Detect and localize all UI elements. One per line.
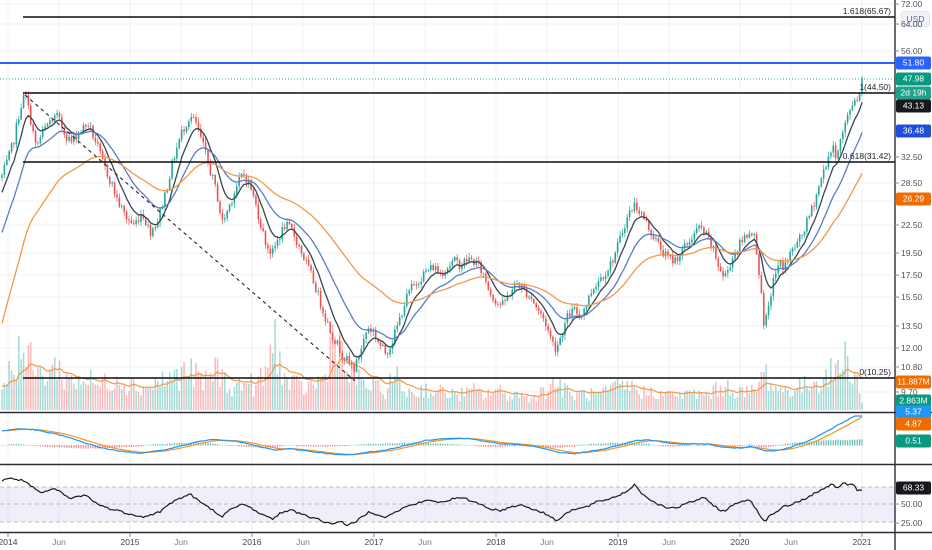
time-axis-label: Jun (296, 537, 310, 547)
price-axis-chip: 5.37 (896, 405, 931, 419)
price-tick-label: 64.00 (901, 19, 923, 29)
price-tick-label: 56.00 (901, 46, 923, 56)
time-axis-scale[interactable] (0, 533, 932, 550)
price-tick-label: 10.80 (901, 362, 923, 372)
price-axis-chip: 43.13 (896, 99, 931, 113)
price-axis-chip: 2d 19h (896, 86, 931, 100)
price-tick-label: 28.50 (901, 178, 923, 188)
price-tick-label: 12.00 (901, 343, 923, 353)
time-axis-label: 2017 (364, 537, 384, 547)
price-tick-label: 9.70 (901, 387, 918, 397)
price-pane[interactable] (0, 0, 895, 412)
macd-pane[interactable] (0, 414, 895, 463)
time-axis-label: Jun (174, 537, 188, 547)
time-axis-label: 2015 (120, 537, 140, 547)
rsi-tick-label: 50.00 (901, 499, 923, 509)
currency-toggle-button[interactable]: USD (901, 11, 930, 27)
fib-level-label: 0(10.25) (859, 367, 891, 377)
time-axis-label: Jun (662, 537, 676, 547)
price-axis-chip: 2.863M (896, 394, 931, 408)
price-axis-scale[interactable] (895, 0, 932, 533)
price-axis-chip: 51.80 (896, 56, 931, 70)
price-tick-label: 19.50 (901, 248, 923, 258)
fib-level-label: 1(44.50) (859, 82, 891, 92)
price-tick-label: 15.50 (901, 292, 923, 302)
price-axis-chip: 4.87 (896, 417, 931, 431)
rsi-pane[interactable] (0, 466, 895, 531)
price-axis-chip: 26.29 (896, 192, 931, 206)
price-axis-chip: 68.33 (896, 481, 931, 495)
time-axis-label: 2018 (486, 537, 506, 547)
rsi-tick-label: 25.00 (901, 518, 923, 528)
price-axis-chip: 11.887M (896, 375, 931, 389)
price-tick-label: 32.50 (901, 152, 923, 162)
price-axis-chip: 47.98 (896, 72, 931, 86)
price-tick-label: 17.50 (901, 270, 923, 280)
fib-level-label: 1.618(65.67) (842, 6, 891, 16)
fib-level-label: 0.618(31.42) (842, 151, 891, 161)
time-axis-label: 2021 (852, 537, 872, 547)
time-axis-label: Jun (784, 537, 798, 547)
time-axis-label: 2020 (730, 537, 750, 547)
time-axis-label: Jun (52, 537, 66, 547)
time-axis-label: 2016 (242, 537, 262, 547)
price-axis-chip: 0.51 (896, 434, 931, 448)
time-axis-label: 2014 (0, 537, 18, 547)
time-axis-label: Jun (540, 537, 554, 547)
time-axis-label: Jun (418, 537, 432, 547)
price-tick-label: 13.50 (901, 321, 923, 331)
price-tick-label: 22.50 (901, 220, 923, 230)
price-tick-label: 72.00 (901, 0, 923, 9)
price-axis-chip: 36.48 (896, 124, 931, 138)
time-axis-label: 2019 (608, 537, 628, 547)
